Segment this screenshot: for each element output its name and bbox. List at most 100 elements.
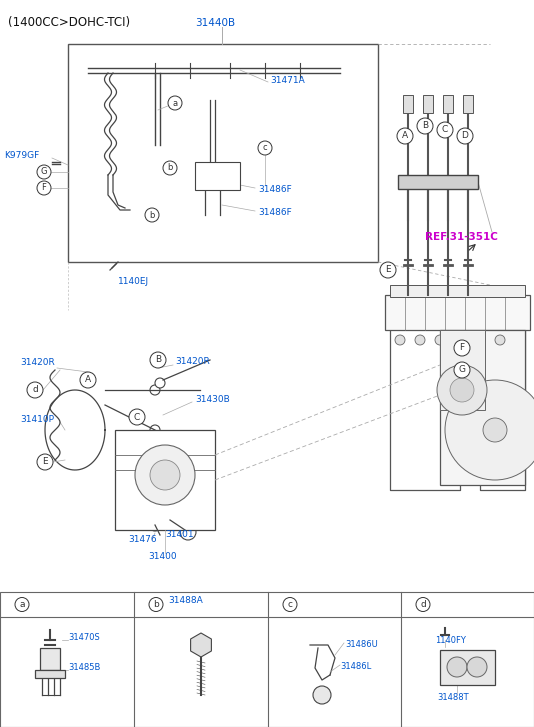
FancyBboxPatch shape — [68, 44, 378, 262]
Text: 31488A: 31488A — [168, 596, 203, 605]
Circle shape — [455, 335, 465, 345]
Circle shape — [397, 128, 413, 144]
Text: d: d — [420, 600, 426, 609]
Text: 31470S: 31470S — [68, 633, 100, 643]
Circle shape — [483, 418, 507, 442]
Text: 31471A: 31471A — [270, 76, 305, 85]
Text: 31486F: 31486F — [258, 185, 292, 194]
Text: A: A — [85, 376, 91, 385]
Text: D: D — [461, 132, 468, 140]
Text: 31488T: 31488T — [437, 693, 469, 702]
FancyBboxPatch shape — [440, 330, 525, 485]
Circle shape — [129, 409, 145, 425]
FancyBboxPatch shape — [195, 162, 240, 190]
Circle shape — [437, 365, 487, 415]
Circle shape — [495, 335, 505, 345]
Circle shape — [416, 598, 430, 611]
Text: REF.31-351C: REF.31-351C — [425, 232, 498, 242]
Text: 31486U: 31486U — [345, 640, 378, 649]
Text: E: E — [385, 265, 391, 275]
Text: C: C — [442, 126, 448, 134]
Circle shape — [435, 335, 445, 345]
FancyBboxPatch shape — [398, 175, 478, 189]
Text: 31410P: 31410P — [20, 415, 54, 424]
FancyBboxPatch shape — [440, 330, 485, 410]
Text: 31486L: 31486L — [340, 662, 371, 671]
Text: 31476: 31476 — [128, 535, 156, 544]
FancyBboxPatch shape — [443, 95, 453, 113]
Text: 1140FY: 1140FY — [435, 636, 466, 645]
Circle shape — [149, 519, 161, 531]
Text: G: G — [41, 167, 47, 177]
Text: c: c — [287, 600, 293, 609]
Circle shape — [15, 598, 29, 611]
Circle shape — [150, 425, 160, 435]
Text: F: F — [459, 343, 465, 353]
Text: F: F — [42, 183, 46, 193]
Text: 31485B: 31485B — [68, 664, 100, 672]
FancyBboxPatch shape — [385, 295, 530, 330]
FancyBboxPatch shape — [0, 592, 534, 727]
Text: 31420R: 31420R — [175, 357, 210, 366]
Circle shape — [168, 96, 182, 110]
FancyBboxPatch shape — [423, 95, 433, 113]
FancyBboxPatch shape — [440, 650, 495, 685]
Text: K979GF: K979GF — [4, 150, 40, 159]
Circle shape — [155, 378, 165, 388]
Circle shape — [417, 118, 433, 134]
FancyBboxPatch shape — [35, 670, 65, 678]
Circle shape — [380, 262, 396, 278]
Text: E: E — [42, 457, 48, 467]
Circle shape — [258, 141, 272, 155]
Circle shape — [149, 598, 163, 611]
Text: C: C — [134, 412, 140, 422]
Circle shape — [457, 128, 473, 144]
Circle shape — [437, 122, 453, 138]
Circle shape — [283, 598, 297, 611]
Text: 31486F: 31486F — [258, 208, 292, 217]
Text: 31430B: 31430B — [195, 395, 230, 404]
Circle shape — [475, 335, 485, 345]
FancyBboxPatch shape — [115, 430, 215, 530]
Text: A: A — [402, 132, 408, 140]
Text: G: G — [459, 366, 466, 374]
Circle shape — [150, 352, 166, 368]
Text: B: B — [422, 121, 428, 131]
Circle shape — [163, 161, 177, 175]
Text: 1140EJ: 1140EJ — [118, 277, 149, 286]
Text: d: d — [32, 385, 38, 395]
Circle shape — [467, 657, 487, 677]
Circle shape — [313, 686, 331, 704]
Circle shape — [454, 362, 470, 378]
Text: c: c — [263, 143, 268, 153]
Text: 31401: 31401 — [165, 530, 194, 539]
Text: b: b — [153, 600, 159, 609]
Circle shape — [447, 657, 467, 677]
Circle shape — [445, 380, 534, 480]
Circle shape — [180, 524, 196, 540]
Circle shape — [37, 165, 51, 179]
Circle shape — [415, 335, 425, 345]
Circle shape — [37, 181, 51, 195]
Text: 31420R: 31420R — [20, 358, 55, 367]
Text: 31400: 31400 — [148, 552, 177, 561]
Text: a: a — [19, 600, 25, 609]
Circle shape — [150, 385, 160, 395]
Circle shape — [27, 382, 43, 398]
Circle shape — [150, 460, 180, 490]
Text: b: b — [150, 211, 155, 220]
FancyBboxPatch shape — [403, 95, 413, 113]
Text: (1400CC>DOHC-TCI): (1400CC>DOHC-TCI) — [8, 16, 130, 29]
Circle shape — [454, 340, 470, 356]
Circle shape — [80, 372, 96, 388]
Circle shape — [450, 378, 474, 402]
FancyBboxPatch shape — [40, 648, 60, 670]
FancyBboxPatch shape — [390, 285, 525, 297]
Circle shape — [135, 445, 195, 505]
Circle shape — [145, 208, 159, 222]
Circle shape — [395, 335, 405, 345]
Text: b: b — [167, 164, 172, 172]
FancyBboxPatch shape — [463, 95, 473, 113]
Circle shape — [37, 454, 53, 470]
Text: a: a — [172, 98, 178, 108]
